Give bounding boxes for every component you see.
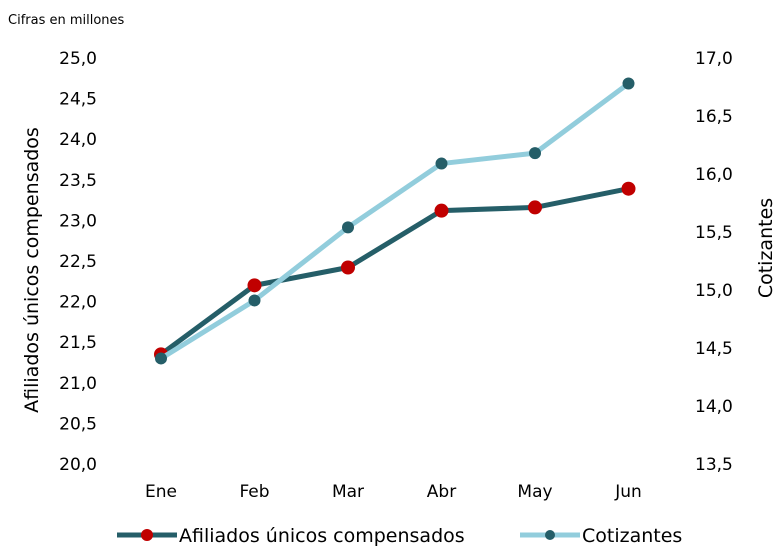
- x-axis-ticks: Ene Feb Mar Abr May Jun: [145, 482, 642, 502]
- left-tick-label: 23,0: [59, 211, 97, 231]
- legend-label-cotizantes: Cotizantes: [582, 525, 682, 546]
- right-tick-label: 15,0: [695, 281, 733, 301]
- left-tick-label: 24,5: [59, 90, 97, 110]
- series-line-afiliados: [158, 186, 631, 357]
- x-tick-label: Mar: [332, 482, 364, 502]
- left-axis-title: Afiliados únicos compensados: [21, 127, 43, 413]
- data-point-afiliados-abr: [434, 203, 449, 218]
- right-tick-label: 16,5: [695, 107, 733, 127]
- right-axis-ticks: 13,5 14,0 14,5 15,0 15,5 16,0 16,5 17,0: [695, 49, 733, 475]
- series-layer: [154, 77, 636, 365]
- data-point-afiliados-mar: [341, 260, 355, 275]
- legend-label-afiliados: Afiliados únicos compensados: [179, 525, 465, 546]
- x-tick-label: Jun: [614, 482, 642, 502]
- left-tick-label: 22,5: [59, 252, 97, 272]
- right-tick-label: 17,0: [695, 49, 733, 69]
- left-tick-label: 20,5: [59, 414, 97, 434]
- data-point-cotizantes-may: [529, 147, 541, 160]
- left-tick-label: 25,0: [59, 49, 97, 69]
- left-tick-label: 21,0: [59, 374, 97, 394]
- right-tick-label: 14,5: [695, 339, 733, 359]
- left-tick-label: 20,0: [59, 455, 97, 475]
- right-tick-label: 15,5: [695, 223, 733, 243]
- data-point-cotizantes-abr: [435, 157, 448, 170]
- left-tick-label: 21,5: [59, 333, 97, 353]
- data-point-afiliados-feb: [247, 278, 262, 293]
- data-point-cotizantes-jun: [622, 77, 635, 90]
- left-tick-label: 22,0: [59, 293, 97, 313]
- right-tick-label: 14,0: [695, 397, 733, 417]
- data-point-afiliados-jun: [621, 181, 636, 196]
- right-tick-label: 13,5: [695, 455, 733, 475]
- x-tick-label: Abr: [427, 482, 456, 502]
- data-point-cotizantes-ene: [155, 352, 167, 365]
- units-note: Cifras en millones: [8, 13, 125, 28]
- left-tick-label: 24,0: [59, 130, 97, 150]
- left-tick-label: 23,5: [59, 171, 97, 191]
- left-axis-ticks: 20,0 20,5 21,0 21,5 22,0 22,5 23,0 23,5 24,0 24,5…: [59, 49, 97, 475]
- data-point-afiliados-may: [528, 200, 542, 215]
- data-point-cotizantes-mar: [342, 221, 354, 234]
- right-axis-title: Cotizantes: [755, 198, 774, 298]
- x-tick-label: May: [517, 482, 552, 502]
- legend-marker-afiliados: [141, 529, 153, 541]
- data-point-cotizantes-feb: [248, 294, 261, 307]
- x-tick-label: Feb: [239, 482, 269, 502]
- x-tick-label: Ene: [145, 482, 177, 502]
- legend-marker-cotizantes: [545, 530, 555, 540]
- series-line-cotizantes: [158, 81, 631, 361]
- legend: Afiliados únicos compensados Cotizantes: [117, 525, 682, 546]
- right-tick-label: 16,0: [695, 165, 733, 185]
